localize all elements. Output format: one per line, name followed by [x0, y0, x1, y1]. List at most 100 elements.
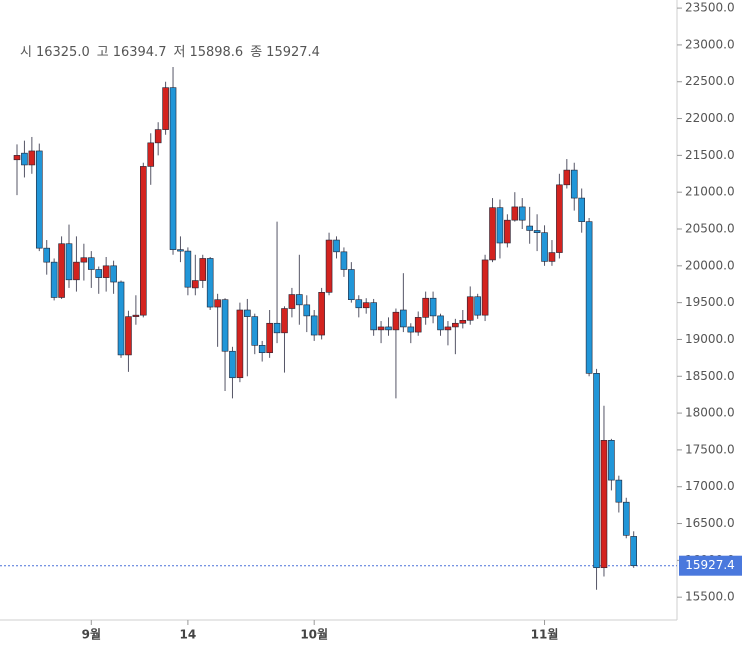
x-tick-label: 9월: [82, 627, 101, 642]
ohlc-value: 15927.4: [266, 45, 320, 60]
ohlc-value: 16325.0: [36, 45, 90, 60]
candle-body: [585, 221, 593, 374]
ohlc-value: 16394.7: [113, 45, 167, 60]
candle-body: [459, 320, 467, 324]
candle-body: [533, 230, 541, 233]
ohlc-header: 시 16325.0 고 16394.7 저 15898.6 종 15927.4: [20, 45, 320, 60]
candle-body: [236, 309, 244, 379]
ohlc-text: 시 16325.0 고 16394.7 저 15898.6 종 15927.4: [20, 45, 320, 60]
candle-body: [511, 206, 519, 221]
candle-body: [132, 314, 140, 317]
candle-body: [95, 269, 103, 278]
candle-body: [414, 317, 422, 333]
last-price-box: [679, 555, 742, 576]
ohlc-label: 종: [250, 45, 262, 60]
candle-body: [630, 536, 637, 567]
ohlc-label: 저: [173, 45, 185, 60]
candle-body: [206, 258, 214, 308]
y-tick-label: 17500.0: [685, 442, 735, 456]
candle-body: [258, 345, 266, 354]
candle-body: [296, 294, 303, 306]
candle-body: [444, 326, 452, 331]
x-tick-label: 10월: [300, 627, 328, 642]
y-tick-label: 17000.0: [685, 479, 735, 493]
candle-body: [556, 184, 563, 253]
candle-body: [429, 297, 437, 317]
x-tick-label: 14: [180, 628, 197, 642]
candle-body: [333, 239, 340, 253]
candle-body: [541, 232, 548, 262]
candle-body: [362, 302, 370, 309]
candle-body: [281, 308, 288, 334]
candle-body: [496, 207, 504, 244]
y-tick-label: 15500.0: [685, 590, 735, 604]
candle-body: [214, 299, 221, 308]
candle-body: [400, 309, 407, 328]
candle-body: [407, 326, 415, 333]
y-tick-label: 18500.0: [685, 369, 735, 383]
candle-body: [608, 440, 615, 481]
y-tick-label: 23500.0: [685, 1, 735, 15]
candle-body: [102, 265, 110, 278]
candle-body: [140, 166, 147, 316]
ohlc-label: 고: [97, 45, 109, 60]
candle-body: [73, 261, 80, 281]
candle-body: [65, 243, 73, 281]
candle-body: [154, 129, 162, 144]
candle-body: [504, 219, 511, 244]
candle-body: [88, 257, 95, 270]
candle-body: [518, 206, 526, 221]
candle-body: [377, 326, 385, 331]
candle-body: [489, 207, 496, 261]
candle-body: [437, 315, 444, 331]
candle-body: [481, 259, 489, 316]
candle-body: [110, 265, 117, 283]
candle-body: [192, 280, 199, 289]
candle-body: [466, 296, 474, 321]
candle-body: [229, 350, 236, 379]
candle-body: [325, 239, 333, 293]
candle-body: [244, 309, 251, 317]
candle-body: [578, 197, 585, 222]
candle-body: [370, 302, 377, 331]
y-tick-label: 21500.0: [685, 148, 735, 162]
y-tick-label: 19000.0: [685, 332, 735, 346]
y-tick-label: 22500.0: [685, 74, 735, 88]
candle-body: [348, 269, 355, 300]
candle-body: [570, 169, 578, 199]
candle-body: [526, 225, 533, 231]
candle-body: [273, 322, 281, 334]
candle-body: [125, 316, 132, 356]
candle-body: [355, 299, 363, 309]
candle-body: [147, 142, 155, 167]
candle-body: [266, 322, 273, 354]
candle-body: [548, 252, 556, 262]
candle-body: [177, 249, 184, 252]
y-tick-label: 16500.0: [685, 516, 735, 530]
candle-body: [21, 152, 28, 166]
candle-body: [43, 247, 51, 263]
candle-body: [199, 258, 207, 281]
candle-body: [50, 261, 58, 298]
candle-body: [117, 281, 125, 356]
candle-body: [385, 326, 392, 331]
candle-body: [615, 479, 623, 503]
candle-body: [184, 250, 192, 288]
candle-body: [422, 297, 429, 318]
candle-body: [474, 296, 481, 316]
candle-body: [169, 87, 177, 250]
candle-body: [452, 322, 459, 328]
candle-body: [600, 440, 608, 569]
candle-body: [288, 294, 296, 309]
candle-body: [58, 243, 65, 298]
candle-body: [13, 155, 21, 161]
candle-body: [392, 311, 400, 331]
candle-body: [563, 169, 571, 186]
candle-body: [251, 316, 259, 346]
y-tick-label: 21000.0: [685, 185, 735, 199]
last-price-label: 15927.4: [685, 558, 735, 572]
y-tick-label: 18000.0: [685, 406, 735, 420]
candle-body: [310, 315, 318, 336]
y-tick-label: 23000.0: [685, 37, 735, 51]
